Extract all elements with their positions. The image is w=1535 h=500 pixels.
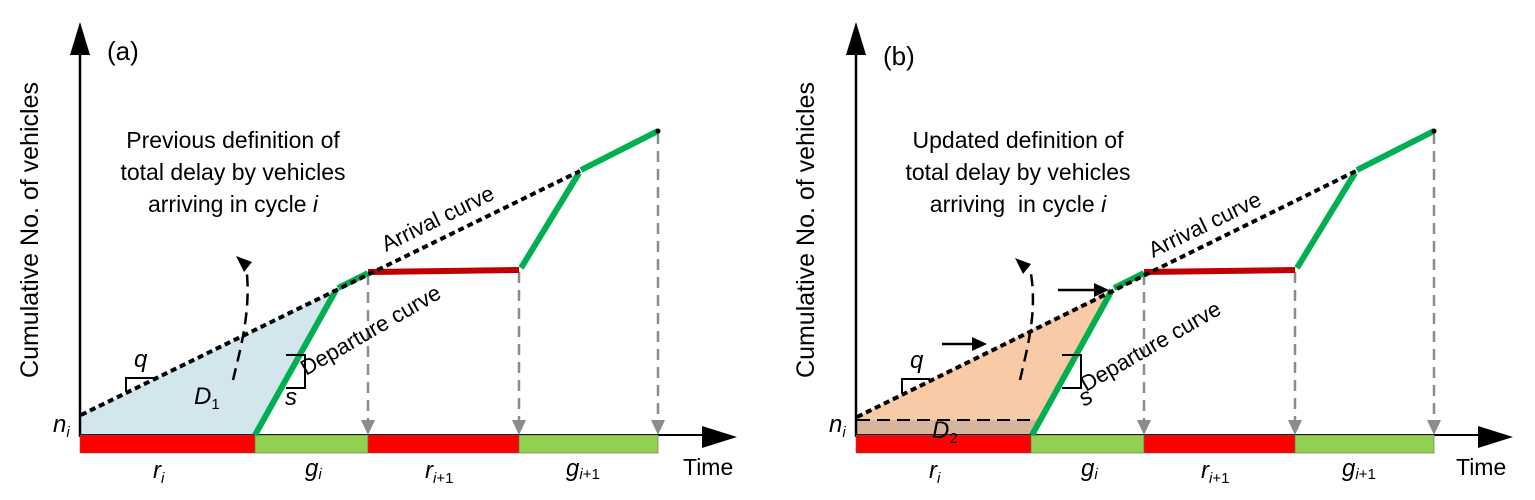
signal-bar-green-i [254,434,369,454]
delay-area-label: D2 [932,417,958,447]
departure-curve-green-3 [518,171,582,270]
phase-label-r-i: ri [153,457,165,487]
departure-curve-green-1 [1029,288,1115,437]
arrival-curve [856,169,1357,419]
departure-curve-green-1 [252,288,339,437]
y-axis-label: Cumulative No. of vehicles [792,82,820,378]
departure-curve-green-4 [1355,128,1436,173]
x-axis-arrowhead-icon [702,426,737,448]
phase-label-r-i1: ri+1 [425,457,453,487]
gray-arrowhead-icon [651,420,665,435]
signal-bar-green-i [1030,434,1145,454]
gray-arrowhead-icon [1288,420,1302,435]
delay-area-label: D1 [194,383,220,413]
panel-b: Cumulative No. of vehicles (b) Updated d… [792,22,1513,487]
s-slope-marker [1062,354,1082,389]
description-line-3: arriving in cycle i [148,191,319,217]
description-line-2: total delay by vehicles [905,159,1130,185]
phase-label-g-i: gi [1081,455,1098,483]
shift-arrowhead-icon [972,337,987,351]
signal-bar-green-i1 [1294,434,1435,454]
y-axis-arrowhead-icon [846,22,866,55]
gray-arrowhead-icon [1137,420,1151,435]
panel-label: (b) [883,41,915,71]
description-line-1: Previous definition of [126,127,340,153]
q-slope-marker [901,378,930,393]
phase-label-g-i1: gi+1 [566,455,600,483]
signal-bar-red-i [79,434,256,454]
gray-arrowhead-icon [361,420,375,435]
phase-label-g-i: gi [305,455,322,483]
signal-bar-red-i1 [1143,434,1296,454]
x-axis-label: Time [683,454,733,480]
phase-label-r-i1: ri+1 [1201,457,1229,487]
departure-curve-label: Departure curve [296,280,445,381]
panel-a: Cumulative No. of vehicles (a) Previous … [16,22,737,487]
q-label: q [910,347,924,374]
shift-arrowhead-icon [1094,283,1109,297]
departure-curve-red [367,267,520,275]
curved-dashed-arrow [231,264,249,381]
curved-arrowhead-icon [1015,258,1031,274]
initial-queue-area [857,420,1037,435]
description-line-2: total delay by vehicles [120,159,345,185]
signal-bar-green-i1 [518,434,659,454]
signal-bar-red-i1 [367,434,520,454]
gray-arrowhead-icon [512,420,526,435]
y-axis-label: Cumulative No. of vehicles [16,82,44,378]
s-label: s [285,384,297,411]
departure-curve-red [1143,267,1296,275]
curved-arrowhead-icon [236,256,252,272]
departure-curve-green-2 [1112,270,1146,291]
x-axis-label: Time [1456,454,1506,480]
end-dot [1431,128,1437,134]
s-slope-marker [286,354,306,389]
curved-dashed-arrow [1018,267,1035,381]
description-line-3: arriving in cycle i [930,191,1107,217]
gray-arrowhead-icon [1427,420,1441,435]
y-axis-arrowhead-icon [70,22,90,55]
initial-queue-label: ni [829,411,846,441]
departure-curve-green-4 [579,128,660,173]
delay-area-d2-upper [857,290,1112,435]
initial-queue-label: ni [53,411,70,441]
end-dot [655,128,661,134]
phase-label-r-i: ri [929,457,941,487]
arrival-curve [80,169,581,417]
q-label: q [134,346,148,373]
description-line-1: Updated definition of [913,127,1125,153]
x-axis-arrowhead-icon [1478,426,1513,448]
q-slope-marker [125,377,154,392]
panel-label: (a) [107,36,139,66]
phase-label-g-i1: gi+1 [1342,455,1376,483]
departure-curve-green-3 [1294,171,1358,270]
